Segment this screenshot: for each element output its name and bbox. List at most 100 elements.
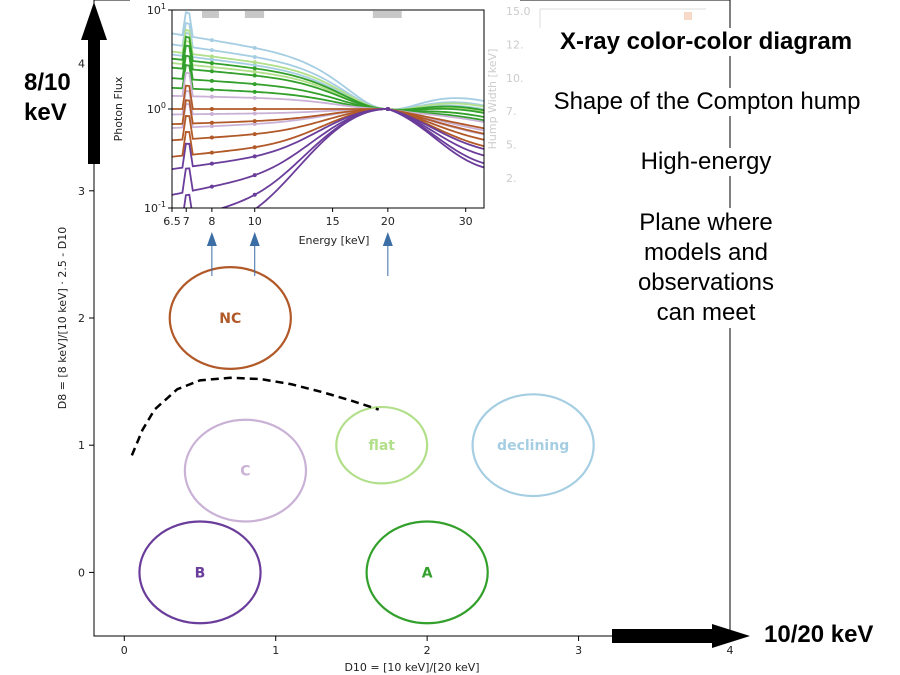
annotation-plane-line: can meet [656, 299, 756, 326]
y-arrow-label: 8/10 keV [24, 68, 71, 128]
inset-curves [172, 11, 484, 208]
spectrum-marker [209, 69, 214, 74]
region-c-label: C [240, 464, 250, 480]
spectrum-marker [209, 48, 214, 53]
spectrum-marker [209, 61, 214, 66]
spectrum-line [172, 108, 484, 170]
region-a-ellipse [365, 520, 489, 625]
spectrum-line [172, 64, 484, 122]
spectrum-marker [252, 119, 257, 124]
annotation-plane-line: Plane where [639, 209, 773, 236]
inset-y-tick-label: 10-1 [144, 200, 166, 215]
y-tick-label: 2 [78, 312, 85, 325]
x-tick-label: 0 [121, 644, 128, 657]
spectrum-marker [252, 63, 257, 68]
spectrum-marker [252, 95, 257, 100]
inset-y-tick-label: 100 [147, 101, 166, 116]
inset-right-tick-label: 10. [506, 72, 524, 85]
spectrum-line [172, 84, 484, 130]
region-flat-label: flat [368, 438, 395, 454]
spectrum-marker [209, 124, 214, 129]
x-tick-label: 3 [575, 644, 582, 657]
spectrum-marker [252, 192, 257, 197]
inset-y-tick-label: 101 [147, 2, 166, 17]
region-a-label: A [422, 565, 433, 581]
spectrum-line [172, 108, 484, 142]
spectrum-line [172, 35, 484, 112]
spectrum-marker [252, 122, 257, 127]
spectrum-marker [252, 66, 257, 71]
spectrum-marker [209, 150, 214, 155]
region-c-ellipse [183, 418, 308, 523]
energy-arrow-head [206, 232, 217, 246]
spectrum-marker [252, 173, 257, 178]
inset-right-tick-label: 5. [506, 139, 517, 152]
spectrum-marker [209, 161, 214, 166]
spectrum-marker [209, 184, 214, 189]
inset-y-axis-title: Photon Flux [112, 76, 125, 141]
spectrum-marker [209, 54, 214, 59]
x-tick-label: 2 [424, 644, 431, 657]
inset-x-axis-title: Energy [keV] [299, 234, 370, 247]
spectrum-marker [209, 112, 214, 117]
y-tick-label: 4 [78, 58, 85, 71]
annotation-high-energy: High-energy [600, 148, 812, 176]
spectrum-marker [209, 107, 214, 111]
annotation-title: X-ray color-color diagram [532, 28, 880, 56]
x-arrow-label: 10/20 keV [764, 621, 874, 648]
spectrum-marker [252, 107, 257, 111]
y-tick-label: 3 [78, 185, 85, 198]
spectrum-line [172, 11, 484, 111]
spectrum-marker [252, 145, 257, 150]
spectrum-marker [209, 65, 214, 70]
spectrum-line [172, 54, 484, 118]
spectrum-marker [252, 60, 257, 65]
inset-x-tick-label: 20 [381, 215, 395, 228]
inset-x-tick-label: 8 [208, 215, 215, 228]
region-b-ellipse [138, 520, 262, 625]
region-nc-ellipse [168, 266, 292, 370]
spectrum-marker [252, 111, 257, 116]
energy-band-marker [244, 11, 265, 18]
spectrum-marker [252, 73, 257, 78]
inset-right-panel-marker [684, 12, 692, 20]
y-axis-title: D8 = [8 keV]/[10 keV] · 2.5 - D10 [56, 227, 69, 410]
spectrum-marker [209, 94, 214, 99]
energy-band-marker [372, 11, 402, 18]
energy-arrow-head [382, 232, 393, 246]
annotation-plane: Plane where models and observations can … [604, 208, 808, 328]
spectrum-marker [209, 57, 214, 62]
inset-right-tick-label: 12. [506, 38, 524, 51]
spectrum-marker [252, 69, 257, 74]
spectrum-marker [209, 120, 214, 125]
energy-band-marker [202, 11, 219, 18]
x-axis-title: D10 = [10 keV]/[20 keV] [344, 661, 479, 674]
spectrum-line [172, 28, 484, 111]
spectrum-marker [252, 154, 257, 159]
spectrum-marker [209, 38, 214, 43]
y-arrow-label-line: keV [24, 99, 67, 126]
x-tick-label: 1 [272, 644, 279, 657]
x-direction-arrow [612, 624, 750, 648]
spectrum-marker [252, 82, 257, 87]
spectrum-marker [252, 45, 257, 50]
inset-right-axis-title: Hump Width [keV] [486, 49, 499, 150]
spectrum-marker [385, 107, 390, 111]
annotation-plane-line: observations [637, 269, 775, 296]
inset-x-tick-label: 6.5 [163, 215, 181, 228]
spectrum-line [172, 89, 484, 132]
inset-x-tick-label: 7 [183, 215, 190, 228]
energy-arrow-head [249, 232, 260, 246]
region-b-label: B [195, 565, 206, 581]
spectrum-line [172, 108, 484, 158]
spectrum-marker [252, 89, 257, 94]
spectrum-line [172, 108, 484, 196]
inset-x-tick-label: 15 [326, 215, 340, 228]
inset-x-tick-label: 10 [248, 215, 262, 228]
spectrum-line [255, 108, 484, 208]
spectrum-marker [209, 87, 214, 92]
y-direction-arrow [81, 2, 107, 164]
spectrum-line [172, 71, 484, 123]
spectrum-line [172, 99, 484, 135]
